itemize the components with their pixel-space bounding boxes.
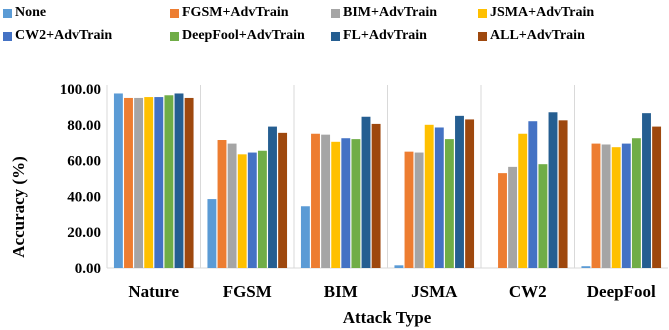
bar-bim-fgsm-advtrain [311, 133, 320, 268]
bar-cw2-bim-advtrain [508, 166, 518, 268]
bar-fgsm-fl-advtrain [268, 126, 277, 268]
legend-swatch [3, 31, 12, 41]
bar-deepfool-bim-advtrain [601, 144, 611, 268]
legend-item: JSMA+AdvTrain [478, 4, 594, 22]
bar-cw2-jsma-advtrain [518, 133, 528, 268]
legend-item: CW2+AdvTrain [3, 27, 112, 45]
bar-bim-deepfool-advtrain [351, 139, 361, 268]
legend-label: FGSM+AdvTrain [182, 5, 289, 20]
legend-label: None [15, 5, 47, 20]
axes [106, 85, 668, 269]
bar-nature-deepfool-advtrain [164, 95, 174, 269]
legend-label: JSMA+AdvTrain [490, 5, 595, 20]
legend-item: DeepFool+AdvTrain [170, 27, 305, 45]
bar-deepfool-none [581, 266, 591, 268]
y-axis-label: Accuracy (%) [9, 156, 28, 258]
x-tick-label: Nature [128, 282, 179, 301]
y-tick-label: 40.00 [67, 189, 101, 205]
bar-deepfool-cw2-advtrain [621, 143, 631, 268]
bar-fgsm-cw2-advtrain [247, 152, 257, 268]
legend-swatch [170, 8, 179, 18]
x-tick-label: DeepFool [587, 282, 656, 301]
bar-jsma-fl-advtrain [455, 115, 464, 268]
bar-bim-jsma-advtrain [331, 141, 341, 268]
bar-nature-cw2-advtrain [154, 97, 164, 268]
legend-swatch [3, 8, 12, 18]
legend: None FGSM+AdvTrain BIM+AdvTrain JSMA+AdvTra… [0, 0, 669, 50]
legend-item: BIM+AdvTrain [331, 4, 437, 22]
x-axis-label: Attack Type [343, 308, 432, 327]
bar-bim-all-advtrain [371, 123, 381, 268]
bar-deepfool-jsma-advtrain [611, 147, 621, 268]
legend-label: CW2+AdvTrain [15, 28, 113, 43]
legend-item: FGSM+AdvTrain [170, 4, 289, 22]
bar-jsma-fgsm-advtrain [404, 151, 414, 268]
bar-cw2-fl-advtrain [548, 112, 558, 269]
legend-swatch [170, 31, 179, 41]
legend-item: None [3, 4, 46, 22]
legend-label: BIM+AdvTrain [343, 5, 438, 20]
x-tick-label: FGSM [223, 282, 272, 301]
legend-swatch [331, 8, 340, 18]
bar-bim-none [300, 206, 310, 268]
x-tick-label: JSMA [411, 282, 458, 301]
bar-fgsm-jsma-advtrain [237, 154, 247, 268]
y-tick-label: 20.00 [67, 225, 101, 241]
legend-label: DeepFool+AdvTrain [182, 28, 305, 43]
bar-fgsm-deepfool-advtrain [257, 150, 267, 268]
x-tick-labels: Nature FGSM BIM JSMA CW2 DeepFool [128, 282, 656, 301]
bar-fgsm-bim-advtrain [227, 143, 237, 268]
legend-item: FL+AdvTrain [331, 27, 427, 45]
bar-jsma-jsma-advtrain [424, 124, 434, 268]
bar-jsma-all-advtrain [465, 119, 475, 269]
x-tick-label: CW2 [509, 282, 547, 301]
bar-nature-fgsm-advtrain [124, 97, 133, 268]
bar-jsma-cw2-advtrain [434, 127, 444, 268]
bar-nature-fl-advtrain [174, 93, 184, 268]
bar-nature-bim-advtrain [134, 97, 144, 268]
bar-cw2-cw2-advtrain [528, 121, 538, 268]
bar-cw2-all-advtrain [558, 120, 568, 268]
y-tick-label: 80.00 [67, 118, 101, 134]
bar-jsma-none [394, 265, 404, 268]
legend-item: ALL+AdvTrain [478, 27, 585, 45]
bar-nature-none [113, 93, 123, 268]
y-tick-label: 100.00 [60, 82, 101, 98]
bar-cw2-fgsm-advtrain [498, 173, 507, 268]
bar-jsma-deepfool-advtrain [444, 139, 454, 268]
bar-fgsm-none [207, 199, 217, 268]
bar-cw2-deepfool-advtrain [538, 164, 548, 268]
bar-bim-bim-advtrain [321, 134, 331, 268]
legend-swatch [478, 31, 487, 41]
bar-fgsm-fgsm-advtrain [217, 140, 227, 268]
bar-nature-jsma-advtrain [144, 97, 154, 268]
bar-jsma-bim-advtrain [414, 152, 424, 268]
legend-swatch [331, 31, 340, 41]
bar-bim-cw2-advtrain [341, 138, 351, 268]
y-tick-label: 0.00 [75, 261, 101, 277]
bars [113, 93, 662, 269]
bar-bim-fl-advtrain [361, 116, 371, 268]
bar-deepfool-all-advtrain [652, 126, 662, 268]
bar-deepfool-fgsm-advtrain [591, 143, 601, 268]
bar-nature-all-advtrain [184, 97, 194, 268]
bar-deepfool-fl-advtrain [642, 113, 651, 268]
y-tick-label: 60.00 [67, 154, 101, 170]
legend-label: FL+AdvTrain [343, 28, 427, 43]
bar-deepfool-deepfool-advtrain [631, 138, 641, 268]
y-tick-labels: 0.00 20.00 40.00 60.00 80.00 100.00 [60, 82, 101, 277]
legend-swatch [478, 8, 487, 18]
x-tick-label: BIM [324, 282, 358, 301]
legend-label: ALL+AdvTrain [490, 28, 585, 43]
bar-fgsm-all-advtrain [278, 132, 288, 268]
